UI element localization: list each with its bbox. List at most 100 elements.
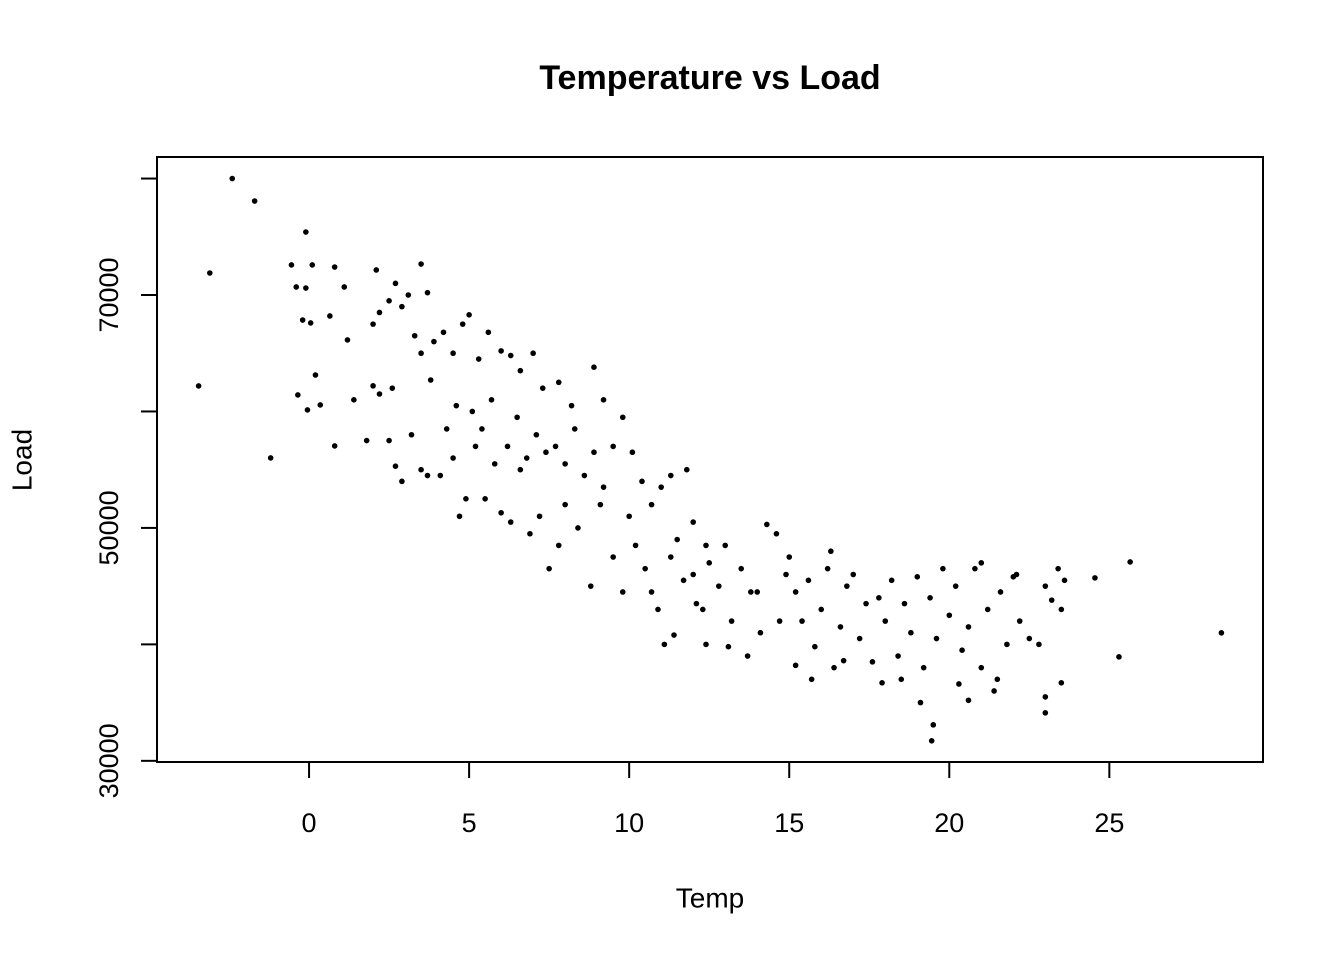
- point: [850, 571, 857, 578]
- point: [648, 501, 655, 508]
- point: [399, 478, 405, 485]
- point: [475, 356, 482, 362]
- point: [914, 574, 921, 580]
- point: [459, 321, 466, 327]
- point: [507, 352, 514, 359]
- point: [940, 565, 946, 572]
- point: [882, 618, 889, 624]
- point: [581, 472, 588, 479]
- point: [527, 530, 533, 537]
- point: [1042, 583, 1049, 589]
- point: [405, 292, 412, 298]
- point: [482, 496, 488, 502]
- point: [667, 554, 674, 560]
- point: [370, 383, 376, 389]
- point: [693, 600, 700, 607]
- point: [959, 647, 965, 654]
- point: [690, 571, 696, 578]
- point: [312, 372, 319, 378]
- point: [504, 443, 511, 450]
- point: [309, 262, 316, 268]
- point: [376, 309, 383, 316]
- point: [844, 583, 850, 589]
- point: [303, 229, 309, 235]
- point: [920, 664, 927, 671]
- point: [523, 455, 530, 461]
- point: [299, 317, 306, 323]
- point: [431, 338, 437, 345]
- x-tick-label: 10: [614, 808, 644, 838]
- point: [295, 392, 301, 398]
- point: [930, 722, 937, 728]
- point: [491, 461, 498, 467]
- point: [626, 513, 632, 520]
- point: [443, 426, 450, 432]
- point: [597, 501, 604, 508]
- point: [642, 565, 648, 572]
- point: [195, 383, 202, 389]
- point: [876, 594, 882, 601]
- point: [514, 414, 520, 421]
- point: [805, 577, 812, 584]
- point: [587, 583, 594, 589]
- point: [991, 688, 997, 694]
- point: [837, 624, 844, 630]
- point: [562, 501, 568, 508]
- point: [517, 367, 524, 374]
- point: [331, 264, 338, 270]
- point: [927, 594, 933, 601]
- point: [389, 385, 396, 391]
- point: [1218, 630, 1225, 636]
- point: [568, 402, 575, 409]
- point: [744, 653, 751, 659]
- point: [978, 560, 985, 566]
- point: [639, 478, 645, 485]
- point: [764, 521, 770, 528]
- point: [776, 618, 783, 624]
- point: [812, 643, 818, 650]
- x-tick-label: 0: [302, 808, 317, 838]
- point: [1042, 694, 1049, 700]
- x-tick-label: 15: [774, 808, 804, 838]
- point: [555, 379, 562, 386]
- point: [716, 583, 722, 589]
- point: [792, 589, 799, 595]
- point: [706, 560, 712, 566]
- point: [956, 681, 962, 687]
- y-axis-label: Load: [6, 429, 37, 491]
- point: [1042, 710, 1049, 716]
- point: [373, 267, 380, 273]
- point: [952, 583, 959, 589]
- point: [610, 554, 616, 560]
- point: [1058, 606, 1065, 613]
- point: [591, 364, 597, 371]
- point: [466, 312, 472, 318]
- y-tick-label: 30000: [94, 723, 124, 798]
- point: [917, 699, 924, 706]
- point: [831, 664, 837, 671]
- point: [655, 606, 661, 613]
- point: [683, 466, 690, 473]
- point: [725, 643, 732, 650]
- point: [591, 449, 597, 456]
- point: [517, 466, 524, 473]
- point: [946, 612, 953, 619]
- point: [1058, 680, 1065, 686]
- plot-frame: [156, 156, 1264, 763]
- point: [463, 496, 469, 502]
- point: [418, 350, 424, 357]
- point: [1036, 641, 1042, 648]
- point: [824, 565, 831, 572]
- point: [411, 332, 418, 339]
- point: [539, 385, 546, 391]
- point: [392, 280, 399, 287]
- point: [703, 641, 709, 648]
- point: [994, 676, 1001, 683]
- point: [303, 285, 309, 291]
- point: [748, 589, 754, 595]
- point: [327, 313, 333, 319]
- point: [1013, 571, 1020, 578]
- point: [351, 397, 357, 403]
- point: [658, 484, 664, 490]
- point: [418, 466, 424, 473]
